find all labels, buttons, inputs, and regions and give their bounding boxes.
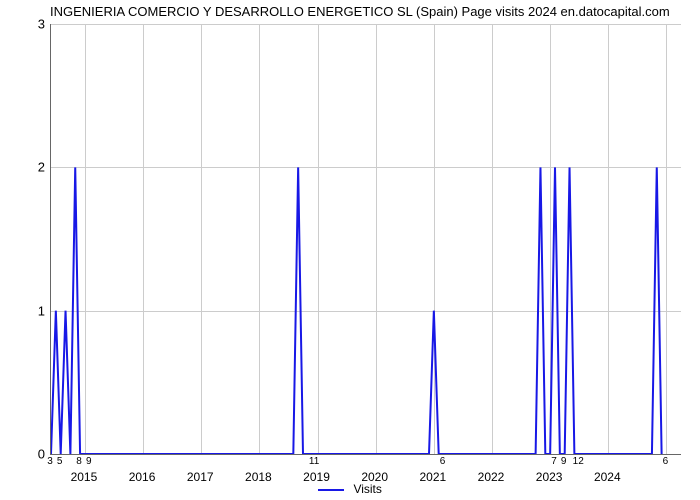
data-point-label: 12 <box>573 456 584 467</box>
y-tick-label: 0 <box>5 447 45 462</box>
data-point-label: 6 <box>440 456 446 467</box>
data-point-label: 1 <box>314 456 320 467</box>
data-point-label: 3 <box>47 456 53 467</box>
chart-legend: Visits <box>0 482 700 496</box>
x-tick-label: 2018 <box>245 470 272 484</box>
x-tick-label: 2015 <box>71 470 98 484</box>
chart-title: INGENIERIA COMERCIO Y DESARROLLO ENERGET… <box>50 4 670 19</box>
x-tick-label: 2023 <box>536 470 563 484</box>
data-point-label: 8 <box>76 456 82 467</box>
legend-label: Visits <box>353 482 381 496</box>
legend-line-icon <box>318 489 344 491</box>
chart-plot-area <box>50 24 681 455</box>
x-tick-label: 2024 <box>594 470 621 484</box>
data-point-label: 7 <box>551 456 557 467</box>
x-tick-label: 2020 <box>361 470 388 484</box>
x-tick-label: 2019 <box>303 470 330 484</box>
x-tick-label: 2017 <box>187 470 214 484</box>
data-point-label: 5 <box>57 456 63 467</box>
x-tick-label: 2022 <box>478 470 505 484</box>
x-tick-label: 2016 <box>129 470 156 484</box>
y-tick-label: 2 <box>5 160 45 175</box>
y-tick-label: 1 <box>5 303 45 318</box>
data-point-label: 9 <box>561 456 567 467</box>
data-point-label: 9 <box>86 456 92 467</box>
data-point-label: 6 <box>663 456 669 467</box>
y-tick-label: 3 <box>5 17 45 32</box>
visits-line <box>51 24 681 454</box>
x-tick-label: 2021 <box>419 470 446 484</box>
